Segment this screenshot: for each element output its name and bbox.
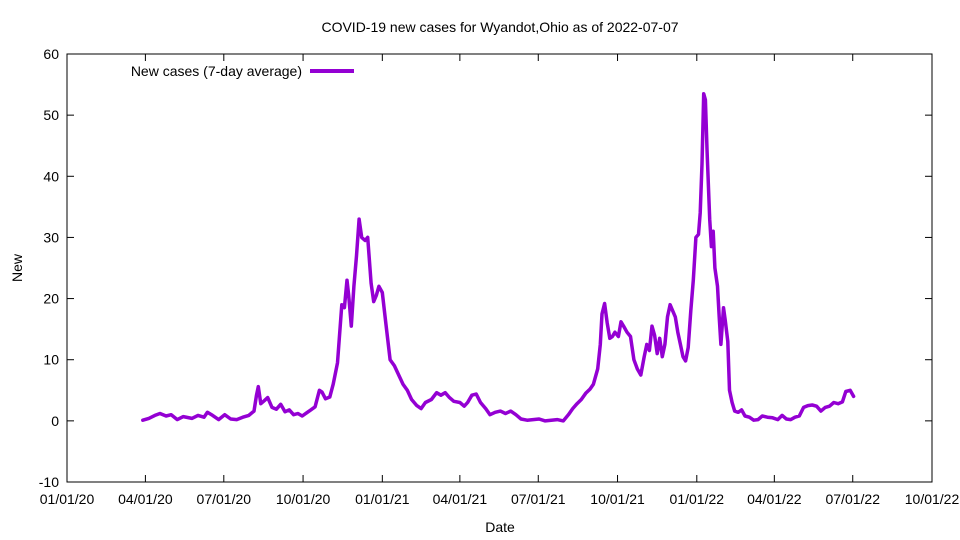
x-tick-label: 01/01/22 [670,491,725,507]
x-tick-label: 10/01/20 [276,491,331,507]
x-tick-label: 10/01/22 [905,491,960,507]
chart-title: COVID-19 new cases for Wyandot,Ohio as o… [321,19,678,35]
series-layer [141,91,856,423]
series-line [141,91,856,423]
y-axis-title: New [9,253,25,282]
axis-tick-labels: 01/01/20 04/01/20 07/01/20 10/01/20 01/01/21… [39,46,960,507]
y-tick-label: 60 [43,46,59,62]
x-tick-label: 10/01/21 [590,491,645,507]
x-tick-label: 04/01/22 [747,491,802,507]
y-tick-label: 50 [43,107,59,123]
x-tick-label: 04/01/20 [118,491,173,507]
y-tick-label: 0 [51,413,59,429]
y-tick-label: 10 [43,352,59,368]
y-tick-label: 40 [43,168,59,184]
x-tick-label: 07/01/22 [825,491,880,507]
legend: New cases (7-day average) [131,63,354,79]
y-tick-label: -10 [39,474,59,490]
x-tick-label: 07/01/20 [197,491,252,507]
x-tick-label: 04/01/21 [433,491,488,507]
x-tick-label: 07/01/21 [511,491,566,507]
x-tick-label: 01/01/21 [355,491,410,507]
x-tick-label: 01/01/20 [40,491,95,507]
y-tick-label: 20 [43,291,59,307]
y-tick-label: 30 [43,229,59,245]
plot-area-frame [66,53,933,483]
x-axis-title: Date [485,519,515,535]
legend-label: New cases (7-day average) [131,63,302,79]
